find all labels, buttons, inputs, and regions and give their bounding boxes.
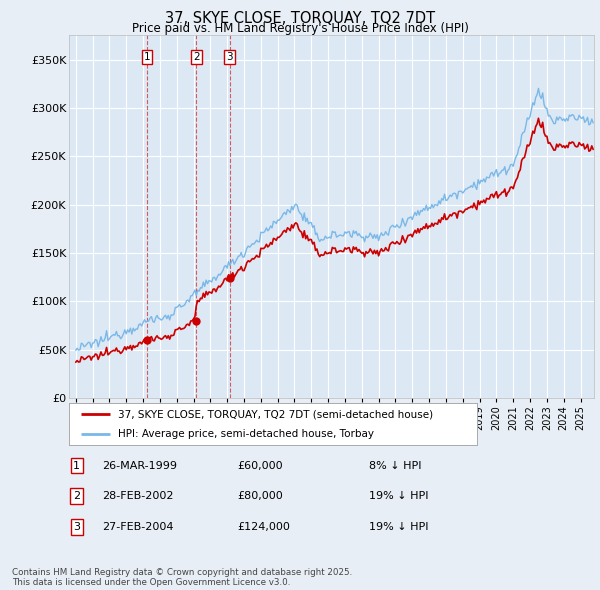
Text: 8% ↓ HPI: 8% ↓ HPI bbox=[369, 461, 421, 470]
Text: 3: 3 bbox=[73, 522, 80, 532]
Text: 37, SKYE CLOSE, TORQUAY, TQ2 7DT: 37, SKYE CLOSE, TORQUAY, TQ2 7DT bbox=[165, 11, 435, 25]
Text: 3: 3 bbox=[227, 52, 233, 62]
Text: 19% ↓ HPI: 19% ↓ HPI bbox=[369, 522, 428, 532]
Text: HPI: Average price, semi-detached house, Torbay: HPI: Average price, semi-detached house,… bbox=[118, 429, 374, 439]
Text: 27-FEB-2004: 27-FEB-2004 bbox=[102, 522, 173, 532]
Text: £124,000: £124,000 bbox=[237, 522, 290, 532]
Text: Contains HM Land Registry data © Crown copyright and database right 2025.
This d: Contains HM Land Registry data © Crown c… bbox=[12, 568, 352, 587]
Text: 28-FEB-2002: 28-FEB-2002 bbox=[102, 491, 173, 501]
Text: £60,000: £60,000 bbox=[237, 461, 283, 470]
Text: Price paid vs. HM Land Registry's House Price Index (HPI): Price paid vs. HM Land Registry's House … bbox=[131, 22, 469, 35]
Text: 2: 2 bbox=[193, 52, 200, 62]
Text: 26-MAR-1999: 26-MAR-1999 bbox=[102, 461, 177, 470]
Text: 1: 1 bbox=[143, 52, 150, 62]
Text: 19% ↓ HPI: 19% ↓ HPI bbox=[369, 491, 428, 501]
Text: 1: 1 bbox=[73, 461, 80, 470]
Text: 2: 2 bbox=[73, 491, 80, 501]
Text: 37, SKYE CLOSE, TORQUAY, TQ2 7DT (semi-detached house): 37, SKYE CLOSE, TORQUAY, TQ2 7DT (semi-d… bbox=[118, 409, 433, 419]
Text: £80,000: £80,000 bbox=[237, 491, 283, 501]
